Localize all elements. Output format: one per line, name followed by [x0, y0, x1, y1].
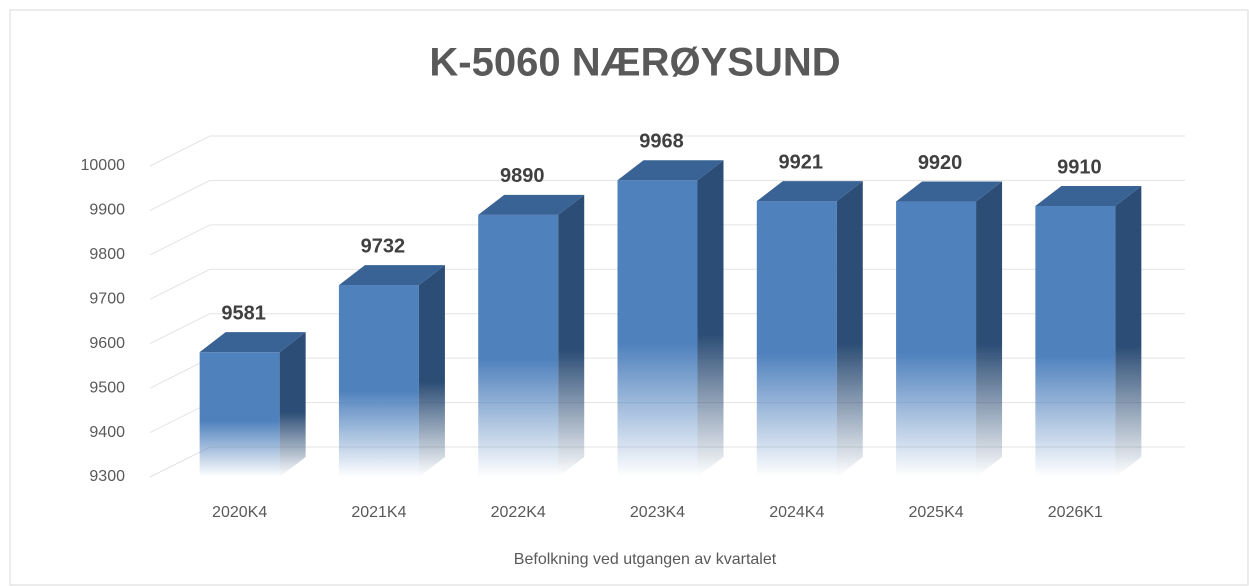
bar-side: [1115, 185, 1142, 477]
data-label: 9732: [361, 235, 406, 257]
y-tick-label: 9600: [89, 335, 125, 352]
data-label: 9921: [779, 151, 824, 173]
bar-top: [338, 265, 445, 286]
data-label: 9910: [1057, 156, 1102, 178]
bar-top: [896, 181, 1003, 202]
y-tick-label: 9700: [89, 291, 125, 308]
chart-title: K-5060 NÆRØYSUND: [429, 41, 840, 85]
data-label: 9581: [221, 302, 266, 324]
bar-front: [617, 180, 698, 477]
bar-front: [1035, 205, 1116, 477]
bar-front: [896, 201, 977, 478]
bar-top: [199, 332, 306, 353]
y-tick-label: 9300: [89, 468, 125, 485]
bar-side: [279, 332, 306, 477]
grid-line: [149, 135, 1185, 167]
bar-front: [338, 285, 419, 477]
y-tick-label: 10000: [81, 157, 126, 174]
x-axis-title: Befolkning ved utgangen av kvartalet: [514, 551, 777, 568]
bar-front: [478, 214, 559, 477]
y-tick-label: 9800: [89, 246, 125, 263]
bar-top: [756, 181, 863, 202]
bar-top: [1035, 185, 1142, 206]
data-label: 9920: [918, 152, 963, 174]
bar-side: [976, 181, 1003, 478]
x-tick-label: 2021K4: [351, 504, 406, 521]
y-tick-label: 9500: [89, 379, 125, 396]
bar-front: [199, 352, 280, 477]
x-tick-label: 2026K1: [1048, 504, 1103, 521]
x-tick-label: 2020K4: [212, 504, 267, 521]
x-tick-label: 2025K4: [908, 504, 963, 521]
x-tick-label: 2024K4: [769, 504, 824, 521]
bar-side: [418, 265, 445, 477]
data-label: 9968: [639, 130, 684, 152]
bar-top: [478, 194, 585, 215]
bar-side: [697, 160, 724, 477]
data-label: 9890: [500, 165, 545, 187]
bar-top: [617, 160, 724, 181]
bar-side: [836, 181, 863, 477]
bar-side: [558, 194, 585, 477]
y-tick-label: 9400: [89, 424, 125, 441]
grid-line: [149, 179, 1185, 211]
x-tick-label: 2023K4: [630, 504, 685, 521]
bar-front: [756, 201, 837, 477]
y-tick-label: 9900: [89, 202, 125, 219]
x-tick-label: 2022K4: [491, 504, 546, 521]
